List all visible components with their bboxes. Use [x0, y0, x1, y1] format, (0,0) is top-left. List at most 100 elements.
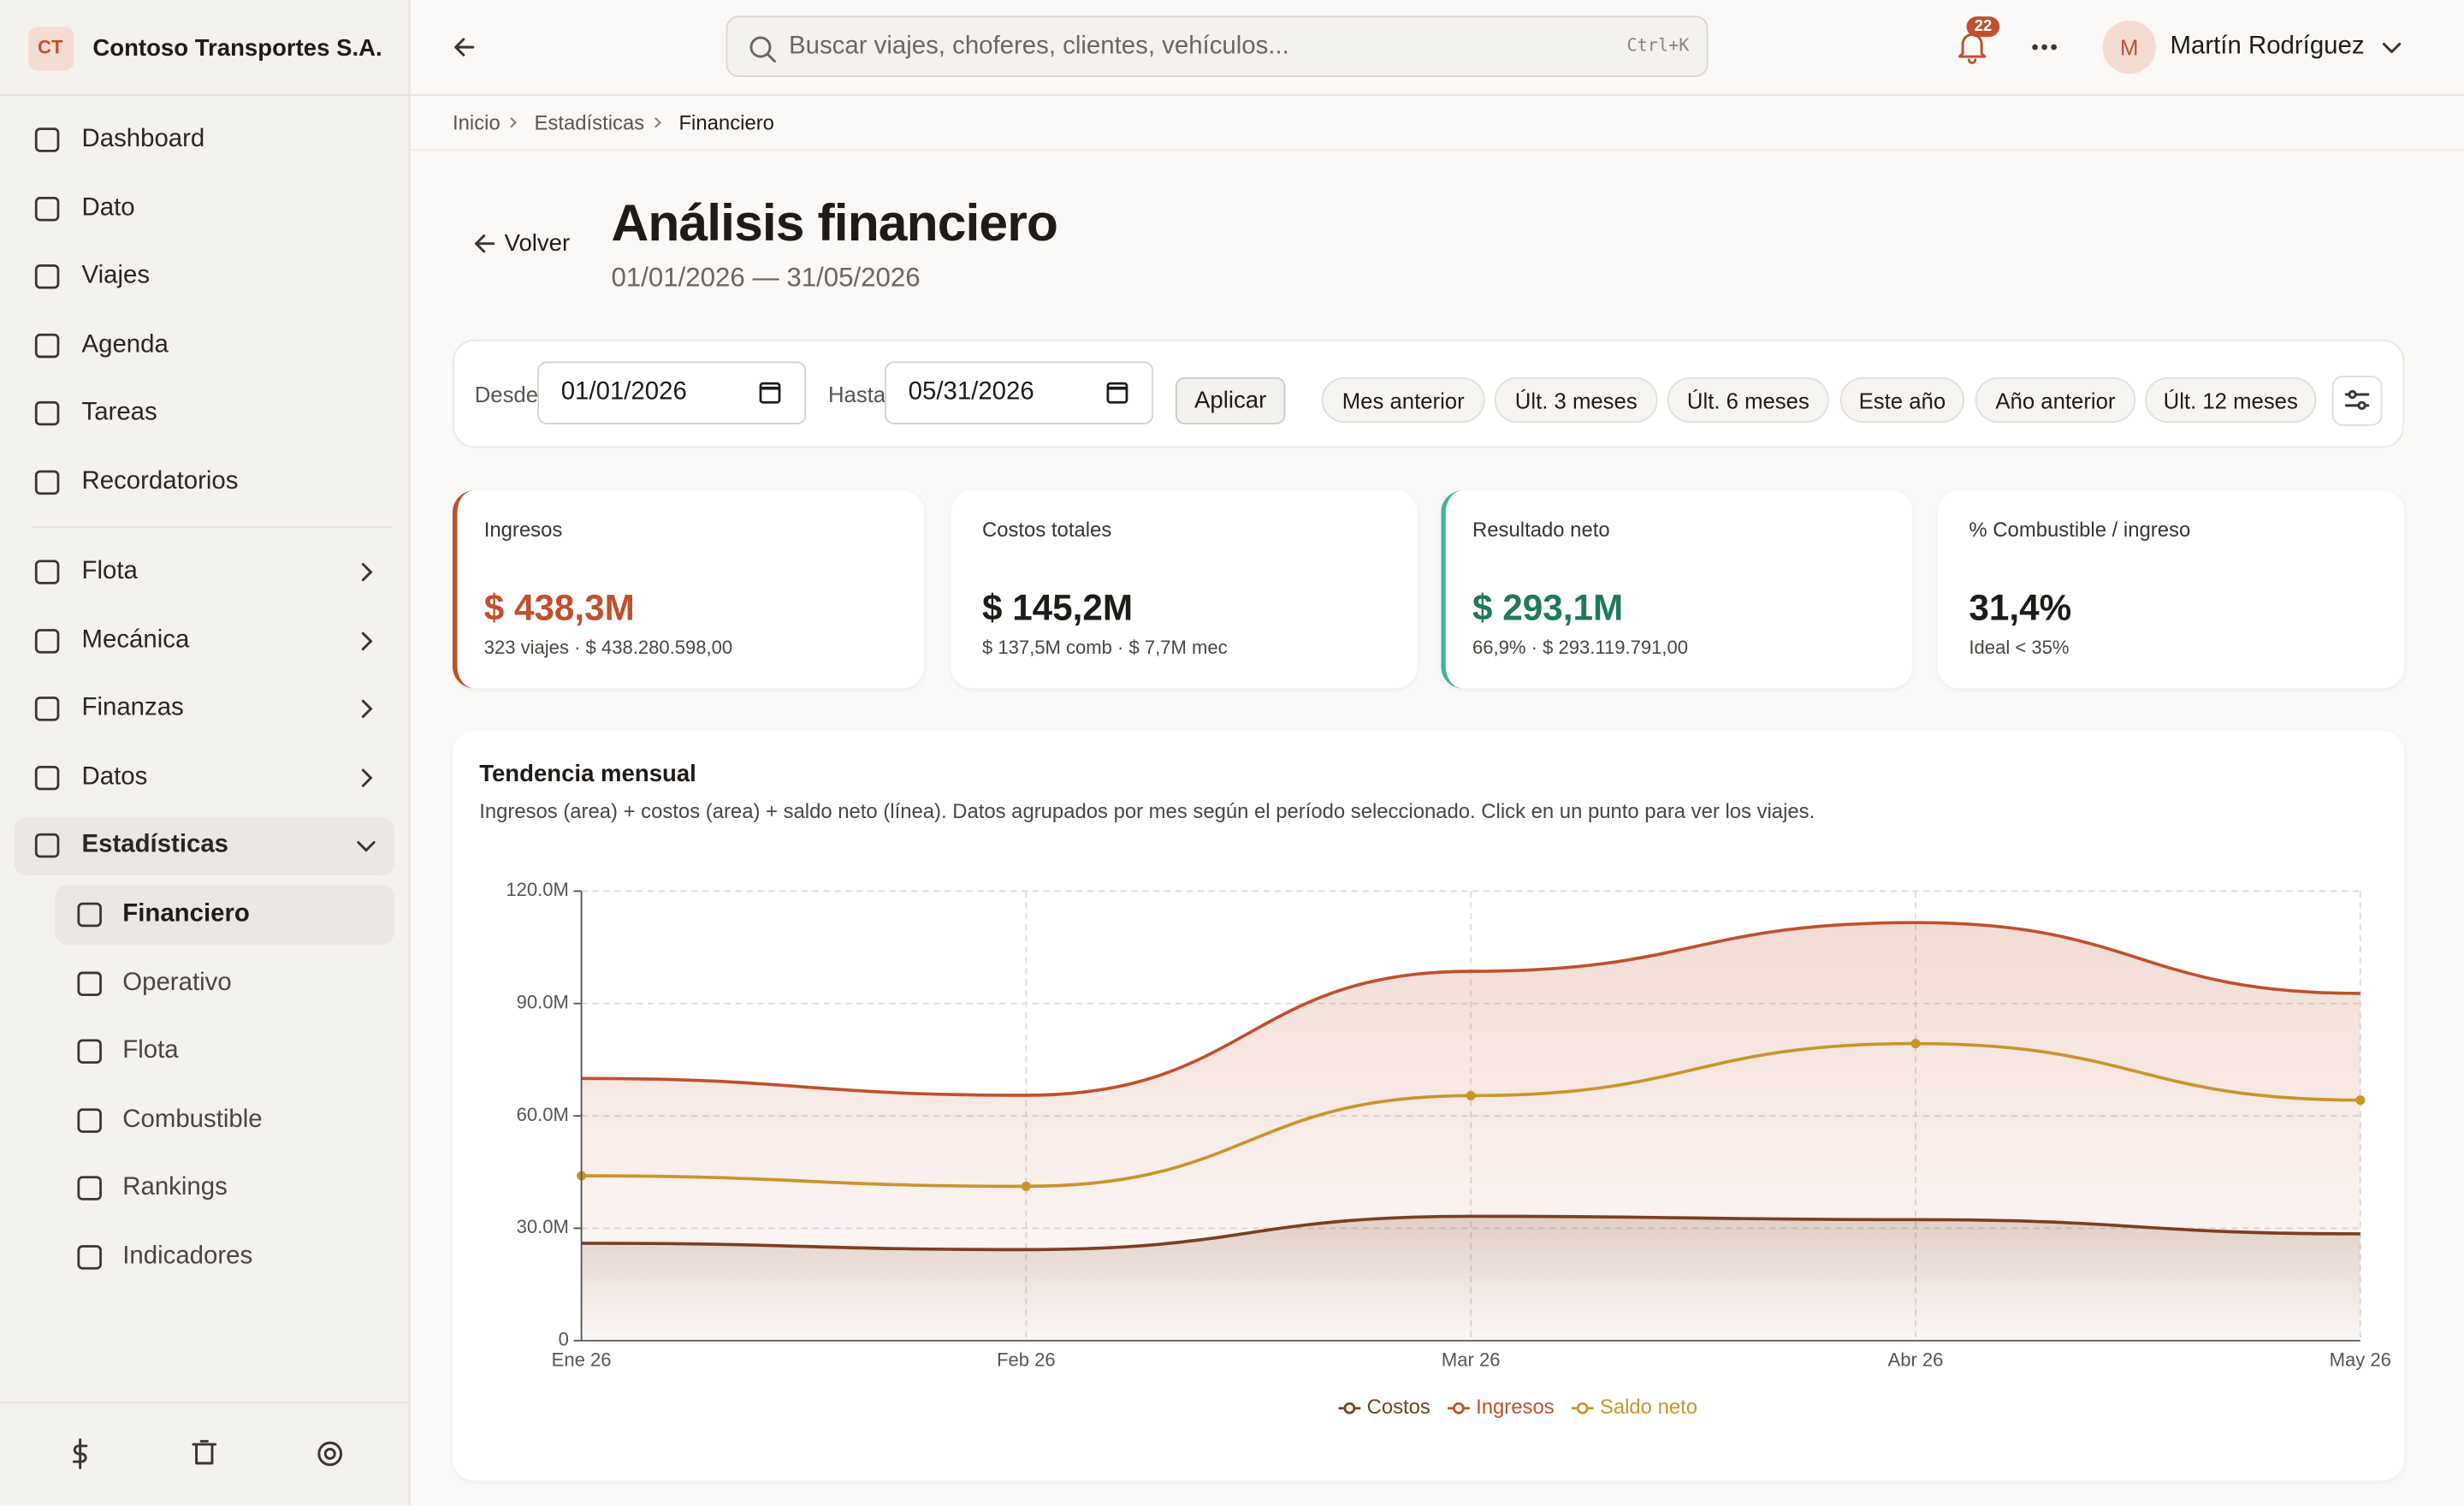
- preset-chip[interactable]: [1494, 376, 1658, 424]
- line: [581, 1214, 2360, 1252]
- nav-group[interactable]: Mecánica: [81, 626, 190, 655]
- kpi-value: $ 438,3M: [483, 587, 635, 628]
- page-title: Análisis financiero: [611, 193, 1058, 252]
- legend-marker: [1453, 1402, 1465, 1414]
- preset-chip[interactable]: [1975, 376, 2136, 424]
- nav-item[interactable]: Tareas: [81, 399, 157, 426]
- nav-group[interactable]: Datos: [81, 763, 148, 791]
- search-placeholder: Buscar viajes, choferes, clientes, vehíc…: [789, 33, 1289, 60]
- page-range: 01/01/2026 — 31/05/2026: [611, 262, 921, 293]
- subnav-item[interactable]: Operativo: [122, 969, 232, 997]
- legend-marker: [1343, 1402, 1356, 1414]
- search-shortcut: Ctrl+K: [1626, 35, 1690, 56]
- kpi-label: Resultado neto: [1472, 518, 1610, 542]
- nav-item[interactable]: Recordatorios: [81, 468, 239, 495]
- avatar: M: [2120, 34, 2139, 60]
- y-tick-label: 30.0M: [517, 1216, 569, 1237]
- breadcrumb: Financiero: [678, 110, 774, 135]
- point[interactable]: [1910, 1039, 1921, 1049]
- x-tick-label: Ene 26: [552, 1349, 612, 1370]
- x-tick-label: Mar 26: [1442, 1349, 1501, 1370]
- kpi-card: [1441, 490, 1913, 689]
- y-tick-label: 90.0M: [517, 992, 569, 1013]
- filter-label: Desde: [474, 382, 539, 407]
- y-tick-label: 120.0M: [506, 879, 568, 900]
- kpi-label: Costos totales: [981, 518, 1112, 542]
- subnav-item[interactable]: Flota: [122, 1037, 179, 1064]
- logo-box: [28, 27, 74, 71]
- nav-item[interactable]: Dato: [81, 194, 135, 222]
- date-input[interactable]: [537, 361, 807, 424]
- active-group-bg: [14, 817, 395, 876]
- area: [581, 1216, 2360, 1341]
- y-tick-label: 0: [559, 1329, 569, 1350]
- filter-label: Hasta: [827, 382, 886, 407]
- legend-label[interactable]: Costos: [1367, 1396, 1430, 1419]
- preset-chip[interactable]: [2145, 376, 2317, 424]
- breadcrumb[interactable]: Estadísticas: [534, 110, 645, 135]
- nav-group[interactable]: Finanzas: [81, 694, 184, 722]
- legend: Costos Ingresos Saldo neto: [1338, 1396, 1697, 1419]
- search-box[interactable]: [726, 15, 1709, 78]
- kpi-detail: 66,9% · $ 293.119.791,00: [1472, 636, 1689, 659]
- sidebar-separator: [31, 526, 394, 529]
- notification-badge: 22: [1966, 16, 2000, 38]
- user-name[interactable]: Martín Rodríguez: [2170, 33, 2365, 60]
- preset-chip[interactable]: [1839, 376, 1964, 424]
- nav-group[interactable]: Estadísticas: [81, 831, 229, 858]
- legend-label[interactable]: Ingresos: [1476, 1396, 1555, 1419]
- sidebar-header-border: [0, 94, 411, 97]
- sidebar: [0, 0, 411, 1506]
- point[interactable]: [1466, 1090, 1476, 1100]
- logo: CT: [38, 36, 63, 58]
- kpi-detail: Ideal < 35%: [1969, 636, 2070, 659]
- breadcrumb[interactable]: Inicio: [452, 110, 500, 135]
- date-value: 01/01/2026: [560, 378, 687, 406]
- x-tick-label: May 26: [2330, 1349, 2391, 1370]
- nav-group[interactable]: Flota: [81, 558, 138, 585]
- company-name: Contoso Transportes S.A.: [92, 35, 382, 62]
- kpi-value: $ 293,1M: [1472, 587, 1624, 628]
- preset-label: Últ. 3 meses: [1514, 388, 1638, 414]
- kpi-value: 31,4%: [1969, 587, 2072, 628]
- breadcrumb-border: [410, 149, 2464, 151]
- subnav-item[interactable]: Indicadores: [122, 1242, 253, 1271]
- kpi-label: Ingresos: [483, 518, 563, 542]
- avatar-circle[interactable]: [2102, 20, 2157, 74]
- nav-item[interactable]: Agenda: [81, 331, 169, 359]
- point[interactable]: [1021, 1181, 1031, 1191]
- preset-chip[interactable]: [1321, 376, 1485, 424]
- apply-button[interactable]: [1175, 376, 1286, 424]
- kpi-label: % Combustible / ingreso: [1969, 518, 2191, 542]
- active-subnav-bg: [55, 885, 395, 945]
- subnav-item[interactable]: Financiero: [122, 900, 250, 928]
- preset-label: Últ. 12 meses: [2163, 388, 2298, 414]
- kpi-card: [951, 490, 1418, 689]
- kpi-card: [452, 490, 925, 689]
- apply-label: Aplicar: [1194, 387, 1267, 414]
- date-value: 05/31/2026: [908, 378, 1034, 406]
- nav-item[interactable]: Dashboard: [81, 125, 205, 153]
- x-tick-label: Feb 26: [997, 1349, 1056, 1370]
- legend-marker: [1576, 1402, 1589, 1414]
- date-input[interactable]: [885, 361, 1154, 424]
- filter-settings-button[interactable]: [2331, 375, 2383, 426]
- line: [581, 921, 2360, 1097]
- y-tick-label: 60.0M: [517, 1104, 569, 1125]
- preset-label: Este año: [1858, 388, 1946, 414]
- preset-chip[interactable]: [1667, 376, 1829, 424]
- preset-label: Mes anterior: [1342, 388, 1465, 414]
- x-tick-label: Abr 26: [1888, 1349, 1944, 1370]
- back-link[interactable]: Volver: [504, 230, 571, 258]
- subnav-item[interactable]: Rankings: [122, 1174, 228, 1201]
- subnav-item[interactable]: Combustible: [122, 1106, 263, 1134]
- preset-label: Año anterior: [1995, 388, 2116, 414]
- kpi-value: $ 145,2M: [981, 587, 1134, 628]
- nav-item[interactable]: Viajes: [81, 262, 151, 289]
- preset-label: Últ. 6 meses: [1686, 388, 1810, 414]
- legend-label[interactable]: Saldo neto: [1600, 1396, 1697, 1419]
- point[interactable]: [2355, 1095, 2366, 1106]
